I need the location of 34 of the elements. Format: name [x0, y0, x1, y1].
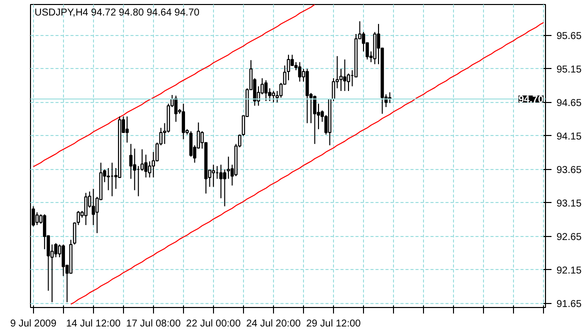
candlestick [226, 156, 230, 180]
candlestick [313, 95, 316, 144]
candlestick [144, 154, 148, 178]
line-series [70, 22, 544, 305]
y-tick-label: 94.15 [556, 131, 582, 142]
candlestick [219, 164, 223, 199]
y-tick-label: 93.65 [556, 164, 582, 176]
x-tick-label: 29 Jul 12:00 [306, 318, 362, 330]
candlestick [286, 54, 290, 81]
y-tick-label: 91.65 [556, 298, 582, 310]
x-tick-label: 14 Jul 12:00 [66, 318, 122, 330]
y-tick-label: 93.15 [556, 198, 582, 210]
y-tick-label: 94.65 [556, 98, 582, 109]
candlestick [125, 116, 129, 144]
chart-title: USDJPY,H4 94.72 94.80 94.64 94.70 [34, 8, 200, 18]
candlestick [339, 68, 343, 92]
y-tick-label: 92.15 [556, 265, 582, 276]
x-tick-label: 9 Jul 2009 [10, 318, 57, 330]
candlestick [84, 192, 88, 226]
y-tick-label: 92.65 [556, 232, 582, 243]
y-tick-label: 95.15 [556, 64, 582, 76]
candlestick [298, 62, 302, 82]
line-series [32, 4, 316, 168]
candlestick [272, 90, 276, 103]
candlestick [62, 244, 65, 276]
y-tick-label: 95.65 [556, 30, 582, 42]
candlestick [35, 212, 39, 226]
candlestick [182, 103, 186, 140]
x-tick-label: 24 Jul 20:00 [246, 318, 302, 330]
candlestick [264, 80, 268, 102]
x-tick-label: 17 Jul 08:00 [126, 318, 182, 330]
candlestick [212, 164, 216, 188]
candlestick [343, 58, 346, 92]
x-tick-label: 22 Jul 00:00 [186, 318, 242, 330]
